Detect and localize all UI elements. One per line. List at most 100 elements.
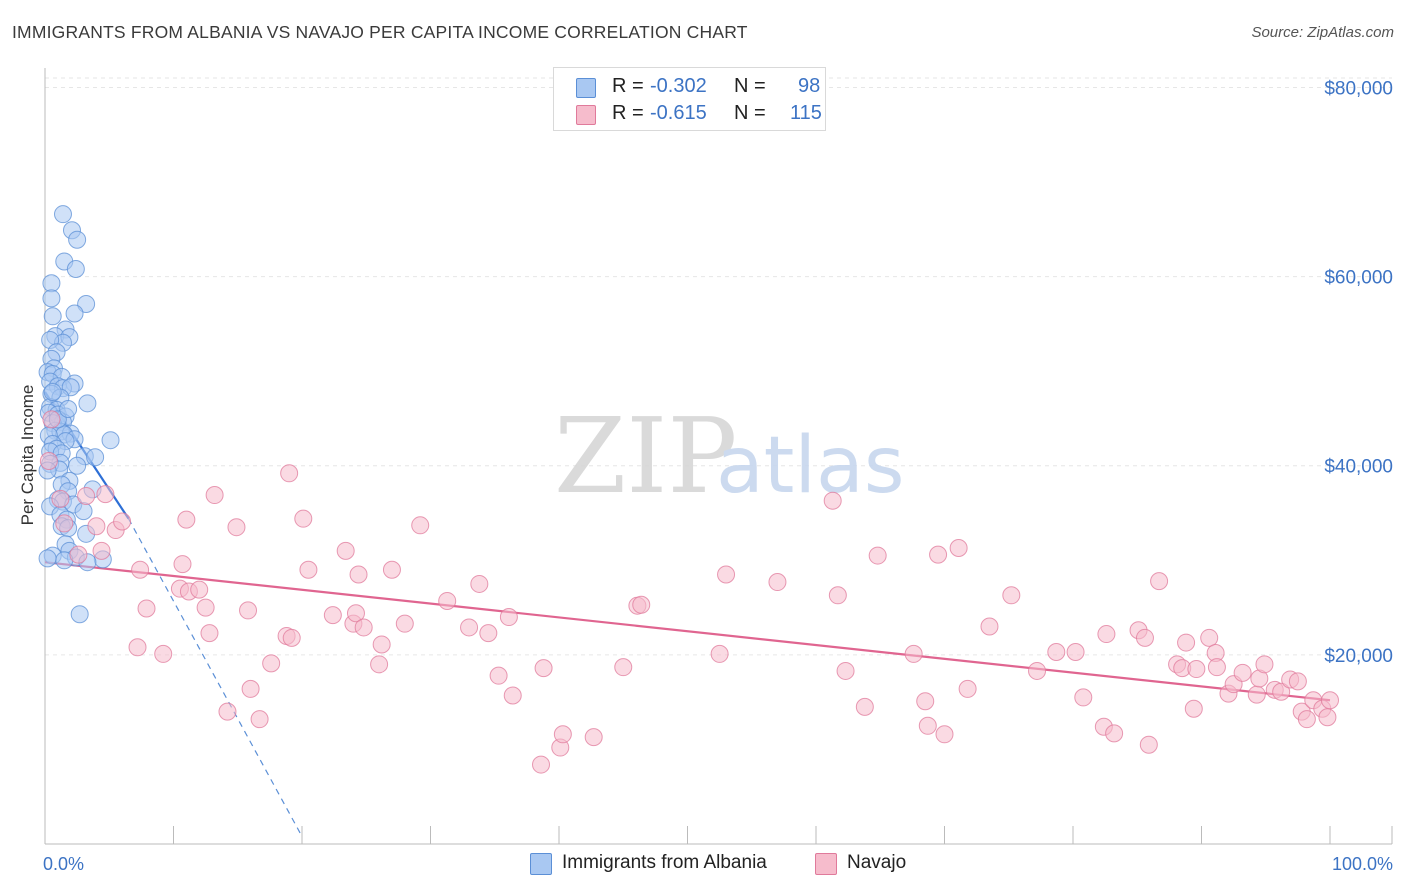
point-navajo-4: [96, 485, 115, 504]
source-label: Source: ZipAtlas.com: [1251, 24, 1394, 41]
legend-r-label: R =: [612, 102, 644, 124]
point-navajo-49: [489, 666, 508, 685]
point-navajo-56: [584, 728, 603, 747]
legend-n-label: N =: [734, 75, 766, 97]
point-albania-77: [70, 605, 89, 624]
point-albania-2: [68, 230, 87, 249]
point-navajo-9: [55, 514, 74, 533]
point-navajo-63: [823, 491, 842, 510]
point-navajo-99: [1247, 685, 1266, 704]
point-navajo-43: [395, 614, 414, 633]
point-navajo-32: [294, 509, 313, 528]
point-navajo-26: [241, 679, 260, 698]
legend-n-value: 115: [790, 102, 822, 124]
point-navajo-71: [929, 545, 948, 564]
point-navajo-61: [717, 565, 736, 584]
point-navajo-82: [1097, 625, 1116, 644]
x-tick-label-max: 100.0%: [1332, 854, 1393, 874]
bottom-legend-label-albania: Immigrants from Albania: [562, 852, 767, 873]
legend-swatch-navajo: [576, 105, 596, 125]
point-navajo-31: [280, 464, 299, 483]
point-navajo-11: [131, 560, 150, 579]
point-navajo-0: [39, 452, 58, 470]
point-navajo-28: [262, 654, 281, 673]
point-navajo-19: [190, 580, 209, 599]
point-navajo-14: [154, 644, 173, 663]
point-navajo-98: [1233, 663, 1252, 682]
point-albania-4: [66, 260, 85, 279]
point-albania-79: [43, 382, 62, 401]
point-navajo-107: [1297, 710, 1316, 729]
point-navajo-33: [299, 560, 318, 579]
point-navajo-41: [372, 635, 391, 654]
point-navajo-70: [918, 716, 937, 735]
point-navajo-12: [137, 599, 156, 618]
point-albania-6: [42, 289, 61, 308]
watermark-zip: ZIP: [554, 395, 737, 517]
point-navajo-101: [1255, 655, 1274, 674]
point-navajo-44: [411, 516, 430, 535]
point-navajo-7: [87, 517, 106, 536]
point-albania-8: [65, 304, 84, 323]
point-navajo-25: [239, 601, 258, 620]
x-tick-labels: 0.0% 100.0%: [43, 854, 1393, 874]
point-navajo-80: [1074, 688, 1093, 707]
point-navajo-67: [868, 546, 887, 565]
x-tick-label-min: 0.0%: [43, 854, 84, 874]
point-navajo-77: [1028, 661, 1047, 680]
point-navajo-66: [855, 697, 874, 716]
y-tick-labels: $20,000 $40,000 $60,000 $80,000: [1324, 78, 1393, 666]
point-navajo-47: [470, 574, 489, 593]
y-tick-label-3: $80,000: [1324, 78, 1393, 99]
legend-n-label: N =: [734, 102, 766, 124]
gridlines: [45, 77, 1392, 656]
point-navajo-75: [980, 617, 999, 636]
y-tick-label-2: $60,000: [1324, 268, 1393, 289]
point-navajo-59: [632, 595, 651, 614]
point-navajo-21: [200, 624, 219, 643]
point-navajo-68: [904, 644, 923, 663]
legend-r-value: -0.302: [650, 75, 707, 97]
legend-r-label: R =: [612, 75, 644, 97]
point-navajo-45: [438, 591, 457, 610]
point-navajo-52: [532, 755, 551, 774]
point-navajo-90: [1177, 633, 1196, 652]
point-albania-80: [59, 399, 78, 418]
point-navajo-50: [499, 608, 518, 627]
point-navajo-24: [227, 518, 246, 537]
bottom-legend-swatch-navajo: [815, 853, 837, 875]
point-navajo-93: [1200, 628, 1219, 647]
point-navajo-13: [128, 638, 147, 657]
point-navajo-86: [1139, 735, 1158, 754]
point-navajo-23: [218, 702, 237, 721]
trend-line-navajo: [44, 561, 1331, 702]
watermark: ZIP atlas: [554, 395, 905, 517]
point-albania-49: [86, 448, 105, 467]
point-navajo-46: [460, 618, 479, 637]
point-navajo-85: [1135, 628, 1154, 647]
point-navajo-18: [173, 555, 192, 574]
point-navajo-73: [949, 539, 968, 558]
point-navajo-35: [336, 541, 355, 560]
point-navajo-17: [177, 510, 196, 529]
bottom-legend-label-navajo: Navajo: [847, 852, 907, 873]
point-navajo-42: [382, 560, 401, 579]
legend-swatch-albania: [576, 78, 596, 98]
point-albania-28: [78, 394, 97, 413]
point-navajo-65: [836, 661, 855, 680]
legend-n-value: 98: [798, 75, 821, 97]
point-albania-63: [74, 502, 93, 521]
point-navajo-103: [1272, 682, 1291, 701]
y-tick-label-1: $40,000: [1324, 457, 1393, 478]
point-navajo-40: [370, 655, 389, 674]
point-navajo-69: [916, 692, 935, 711]
point-navajo-10: [69, 545, 88, 564]
point-navajo-92: [1187, 660, 1206, 679]
point-navajo-64: [828, 586, 847, 605]
point-navajo-8: [92, 541, 111, 560]
point-navajo-76: [1002, 586, 1021, 605]
point-navajo-78: [1047, 643, 1066, 662]
point-navajo-87: [1150, 572, 1169, 591]
point-navajo-22: [205, 486, 224, 505]
